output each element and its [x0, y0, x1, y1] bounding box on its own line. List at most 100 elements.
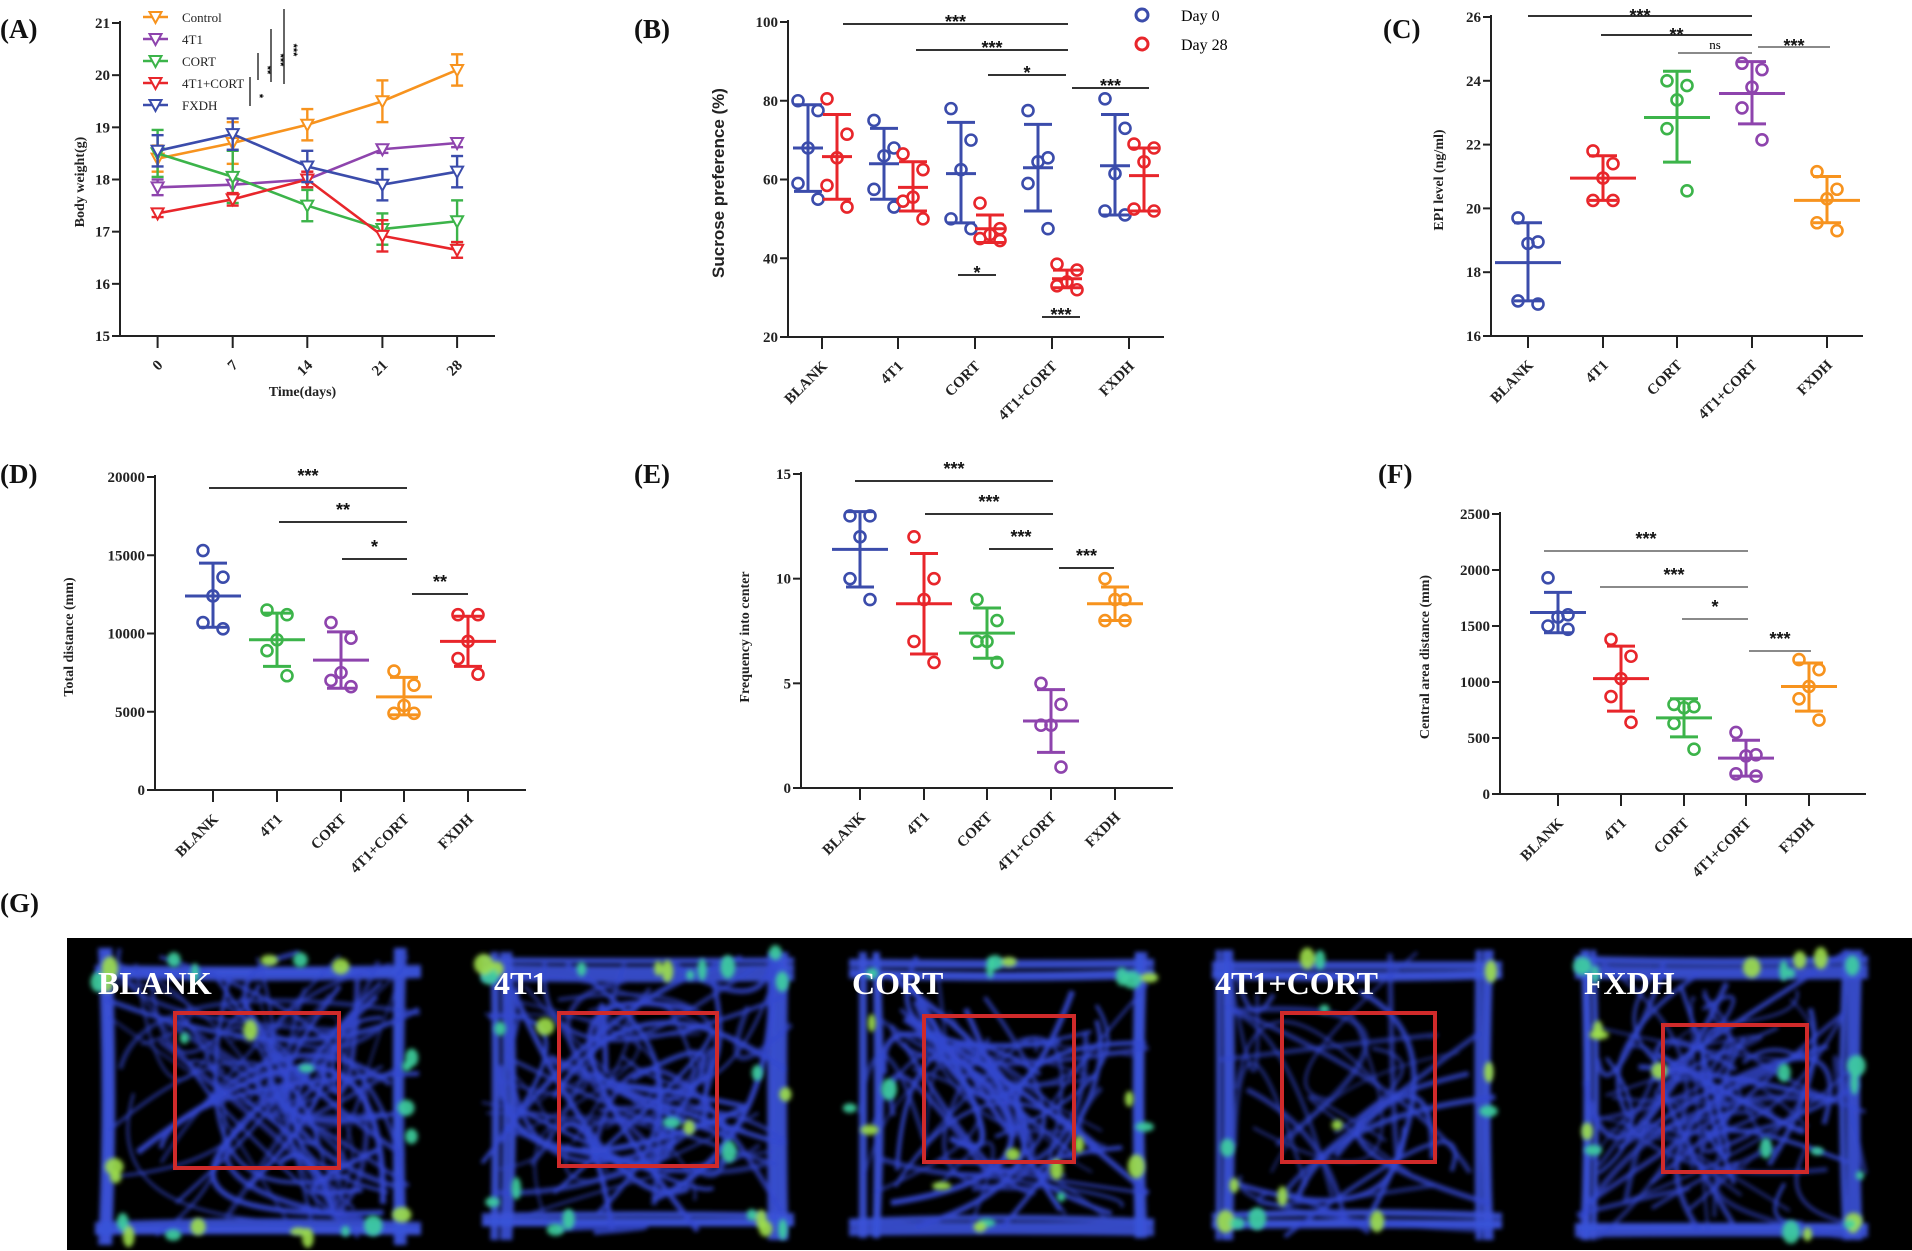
- data-point: [990, 613, 1004, 628]
- data-point: [1830, 223, 1844, 238]
- data-point: [1749, 769, 1763, 783]
- significance-label: ***: [297, 466, 318, 486]
- x-tick-label: 4T1: [1583, 358, 1612, 387]
- hotspot: [1846, 1055, 1866, 1077]
- hotspot: [1786, 968, 1796, 979]
- track: [278, 1152, 336, 1212]
- track: [556, 1223, 648, 1236]
- data-point: [916, 212, 930, 226]
- hotspot: [1248, 1207, 1267, 1231]
- significance-label: *: [973, 263, 980, 283]
- y-tick-label: 10000: [108, 627, 146, 643]
- hotspot: [1005, 1148, 1020, 1161]
- data-point: [863, 509, 877, 523]
- track: [1794, 1143, 1846, 1224]
- track: [565, 962, 663, 1215]
- hotspot: [1845, 955, 1860, 976]
- movement-tracks: [1574, 949, 1869, 1241]
- wall-track: [1211, 969, 1503, 978]
- data-point: [811, 192, 825, 206]
- hotspot: [1369, 1210, 1385, 1233]
- data-point: [225, 128, 241, 143]
- y-tick-label: 15: [776, 467, 791, 483]
- significance-label: ***: [1663, 565, 1684, 585]
- hotspot: [778, 1219, 788, 1240]
- legend-label: 4T1: [182, 32, 203, 47]
- hotspot: [1793, 951, 1807, 969]
- data-point: [1118, 121, 1132, 136]
- data-point: [1031, 154, 1045, 169]
- y-tick-label: 40: [763, 251, 778, 267]
- legend-label: FXDH: [182, 98, 217, 113]
- data-group: [820, 91, 854, 214]
- x-tick-label: FXDH: [435, 811, 477, 853]
- panel-label-a: (A): [0, 14, 37, 44]
- data-group: [791, 93, 825, 206]
- hotspot: [1855, 1171, 1865, 1180]
- data-point: [907, 529, 921, 544]
- track: [1700, 1022, 1736, 1185]
- track: [112, 960, 192, 1046]
- data-point: [270, 632, 284, 647]
- data-point: [260, 603, 274, 617]
- hotspot: [364, 1215, 383, 1237]
- data-point: [1596, 171, 1610, 185]
- x-tick-label: 28: [444, 358, 466, 380]
- track: [982, 1165, 1148, 1195]
- data-point: [1021, 176, 1035, 191]
- data-point: [1511, 294, 1525, 308]
- data-point: [260, 643, 274, 658]
- x-tick-label: 21: [369, 358, 391, 380]
- data-point: [1021, 103, 1035, 118]
- hotspot: [1584, 1144, 1603, 1156]
- hotspot: [405, 1048, 419, 1067]
- hotspot: [973, 1221, 987, 1233]
- y-tick-label: 5: [784, 676, 792, 692]
- data-point: [1098, 204, 1112, 218]
- track: [886, 972, 1028, 1230]
- data-point: [927, 655, 941, 670]
- data-point: [791, 176, 805, 191]
- data-point: [867, 182, 881, 197]
- data-group: [1718, 725, 1774, 783]
- track: [589, 1066, 784, 1214]
- series-fxdh: [149, 117, 465, 202]
- data-point: [973, 231, 987, 246]
- hotspot: [167, 952, 181, 968]
- y-tick-label: 80: [763, 94, 778, 110]
- data-point: [1729, 767, 1743, 781]
- significance-label: ***: [1783, 36, 1804, 56]
- data-point: [970, 592, 984, 607]
- hotspot: [721, 1140, 737, 1163]
- track: [1037, 1145, 1123, 1216]
- hotspot: [535, 1017, 555, 1036]
- data-group: [1050, 257, 1084, 297]
- data-point: [1606, 156, 1620, 171]
- track: [912, 990, 1076, 1101]
- movement-tracks: [848, 951, 1155, 1239]
- wall-track: [1852, 949, 1863, 1241]
- y-tick-label: 16: [95, 277, 111, 293]
- data-point: [916, 162, 930, 177]
- hotspot: [1122, 970, 1142, 989]
- significance-label: ***: [1076, 546, 1097, 566]
- hotspots: [1216, 947, 1498, 1233]
- data-group: [185, 543, 241, 636]
- y-tick-label: 0: [784, 781, 792, 797]
- data-point: [387, 664, 401, 678]
- data-point: [149, 181, 166, 196]
- y-tick-label: 15: [95, 329, 110, 345]
- significance-label: **: [261, 66, 273, 75]
- heatmap-label: 4T1: [494, 965, 547, 1001]
- data-point: [1050, 257, 1064, 271]
- significance-label: ***: [943, 459, 964, 479]
- y-tick-label: 21: [95, 16, 110, 32]
- track: [1237, 1174, 1487, 1234]
- hotspot: [576, 961, 587, 977]
- x-tick-label: 14: [294, 357, 316, 379]
- hotspot: [1483, 1061, 1494, 1083]
- hotspot: [290, 1227, 308, 1236]
- wall-track: [772, 951, 784, 1241]
- hotspot: [101, 956, 119, 981]
- hotspot: [1484, 960, 1498, 983]
